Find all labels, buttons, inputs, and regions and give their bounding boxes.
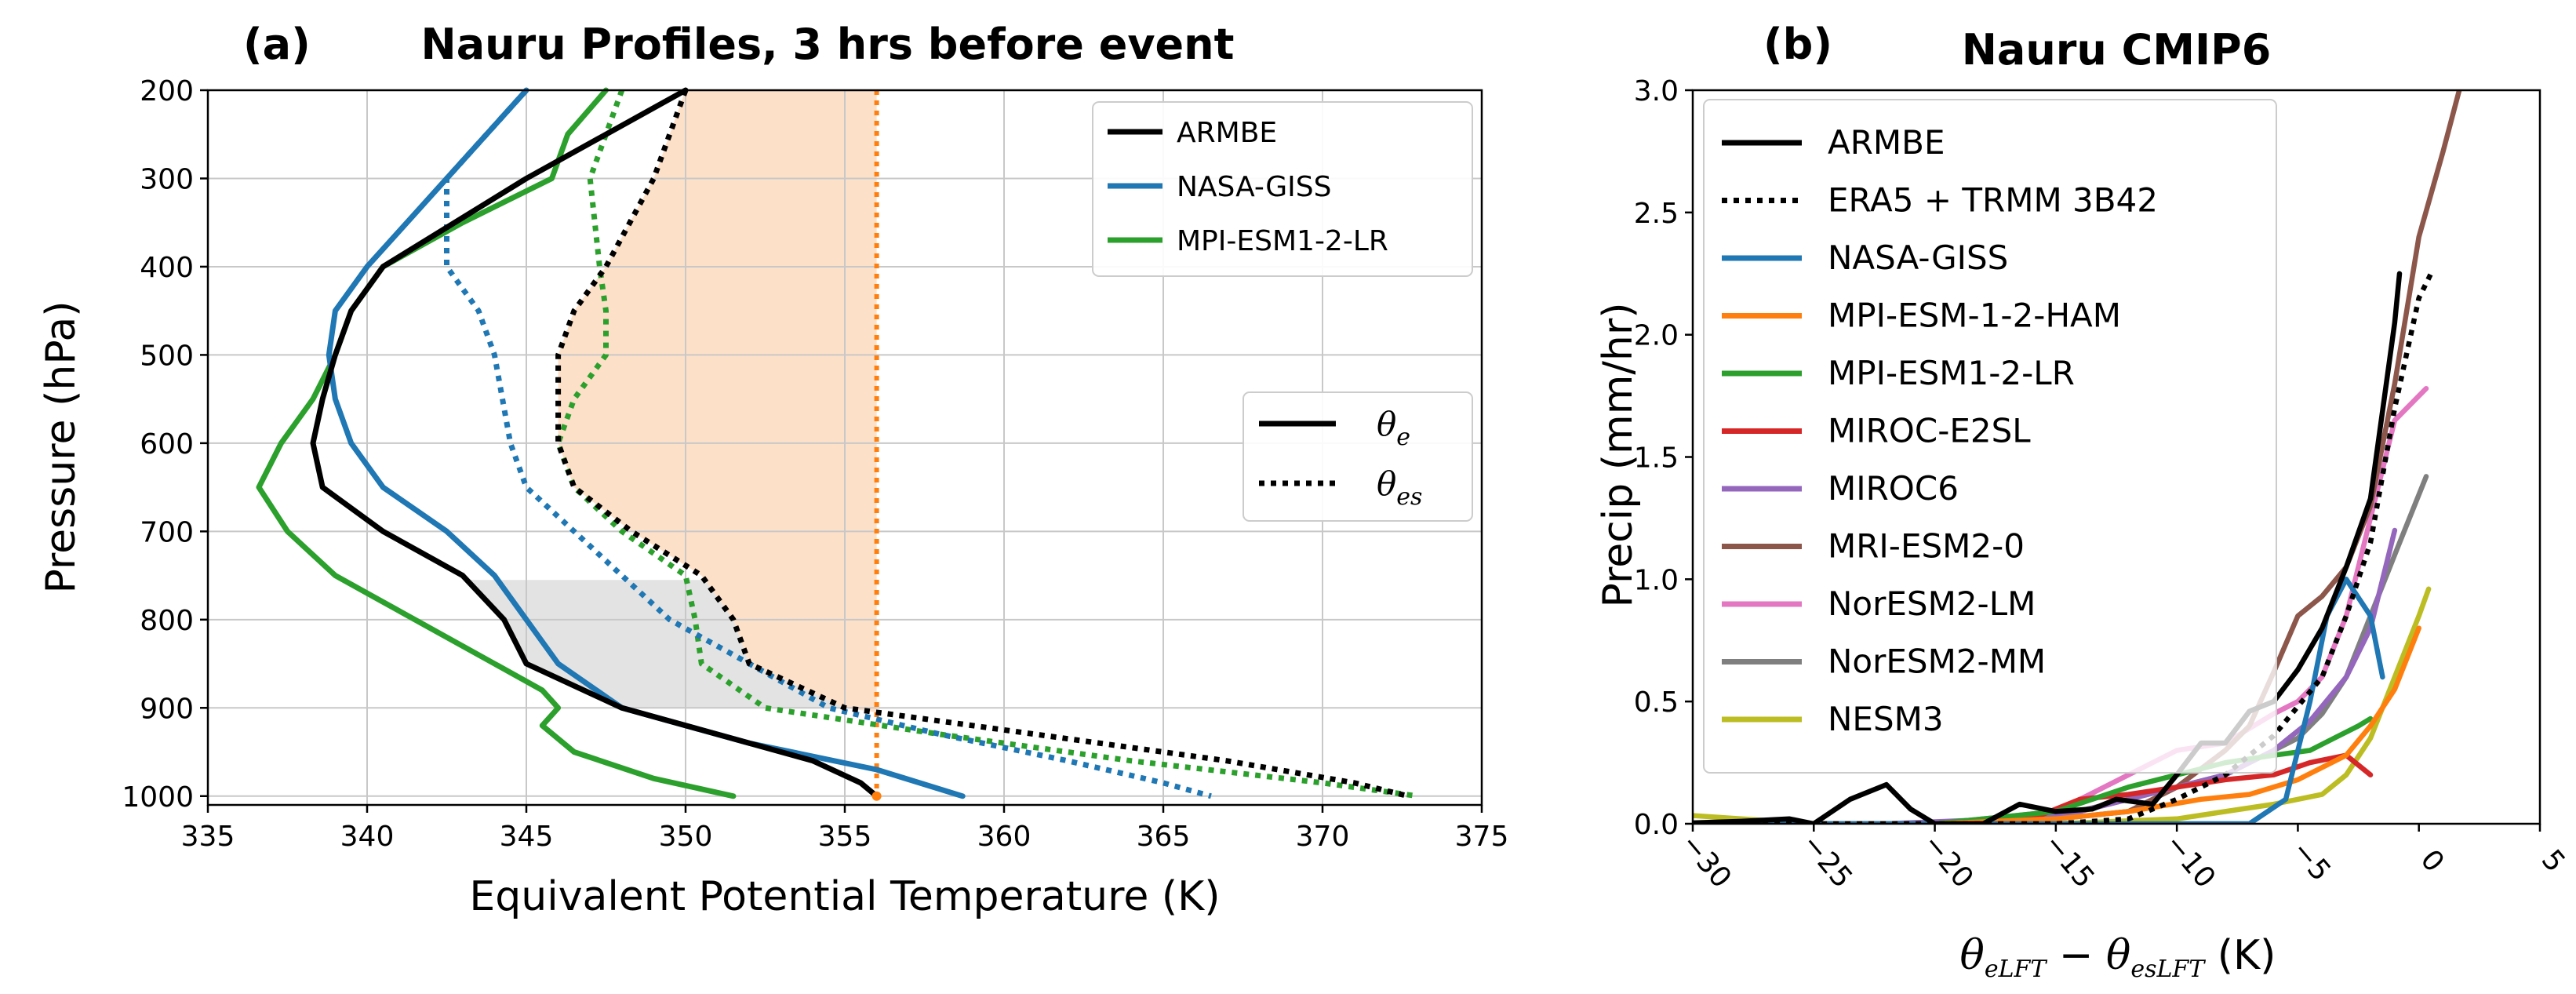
panel-b-legend: ARMBE ERA5 + TRMM 3B42 NASA-GISS MPI-ESM-1-… [1703, 99, 2277, 774]
panel-b-x-tick-label--25: −25 [1796, 828, 1858, 894]
series-b-mpi-esm-1-2-ham [1693, 625, 2421, 824]
panel-b-x-label: θeLFT − θesLFT (K) [1960, 932, 2276, 983]
panel-a-y-tick-label-900: 900 [140, 693, 194, 725]
panel-a-y-tick-label-800: 800 [140, 605, 194, 637]
legend-a-label-theta-e: θe [1377, 405, 1410, 451]
legend-b-label-miroc-e2sl: MIROC-E2SL [1828, 412, 2031, 450]
series-b-nesm3 [1693, 586, 2432, 824]
legend-a-label-mpi-esm1-2-lr: MPI-ESM1-2-LR [1177, 225, 1388, 257]
panel-a-y-ticks: 200 300 400 500 600 700 800 900 1000 [122, 75, 208, 814]
panel-a-y-tick-label-600: 600 [140, 428, 194, 461]
panel-a-legend-styles-box [1243, 391, 1473, 522]
panel-b-x-tick-label--20: −20 [1916, 828, 1979, 894]
panel-a-series [256, 87, 1419, 801]
panel-b-y-ticks: 0.0 0.5 1.0 1.5 2.0 2.5 3.0 [1634, 75, 1693, 841]
panel-a-x-tick-label-345: 345 [500, 821, 554, 853]
panel-b-tag: (b) [1763, 20, 1832, 69]
panel-a-y-tick-label-500: 500 [140, 340, 194, 372]
panel-a-title: Nauru Profiles, 3 hrs before event [421, 20, 1235, 69]
series-b-nasa-giss [1693, 577, 2385, 824]
series-a-armbe-theta-es [555, 89, 1410, 799]
panel-a-x-ticks: 335 340 345 350 355 360 365 370 375 [181, 805, 1509, 853]
panel-a-x-label: Equivalent Potential Temperature (K) [469, 873, 1220, 920]
series-b-armbe [1693, 271, 2403, 824]
panel-a-x-tick-label-350: 350 [659, 821, 713, 853]
legend-b-label-miroc6: MIROC6 [1828, 469, 1959, 508]
panel-b-x-tick-label--15: −15 [2038, 828, 2101, 894]
legend-b-label-mri-esm2-0: MRI-ESM2-0 [1828, 527, 2025, 566]
panel-b-y-tick-label-2: 2.0 [1634, 320, 1679, 352]
legend-b-label-mpi-esm-1-2-ham: MPI-ESM-1-2-HAM [1828, 297, 2121, 335]
legend-b-label-mpi-esm1-2-lr: MPI-ESM1-2-LR [1828, 354, 2075, 392]
panel-b-y-tick-label-2.5: 2.5 [1634, 198, 1679, 230]
series-a-nasa-giss-theta-es [444, 88, 1212, 799]
panel-a: 335 340 345 350 355 360 365 370 375 200 300 400 500… [38, 20, 1508, 920]
panel-b-y-tick-label-1.5: 1.5 [1634, 442, 1679, 475]
panel-a-legend-styles: θe θes [1243, 391, 1473, 522]
panel-a-y-tick-label-400: 400 [140, 252, 194, 284]
legend-a-label-theta-es: θes [1377, 464, 1422, 511]
panel-a-x-tick-label-370: 370 [1296, 821, 1350, 853]
panel-a-gray-region [467, 580, 845, 708]
panel-b-y-tick-label-1: 1.0 [1634, 564, 1679, 596]
legend-b-label-nesm3: NESM3 [1828, 700, 1944, 738]
legend-b-label-nasa-giss: NASA-GISS [1828, 238, 2008, 277]
panel-a-x-tick-label-355: 355 [818, 821, 872, 853]
panel-a-y-tick-label-700: 700 [140, 516, 194, 548]
panel-a-x-tick-label-365: 365 [1137, 821, 1191, 853]
legend-b-label-noresm2-mm: NorESM2-MM [1828, 643, 2046, 681]
panel-a-end-marker [871, 791, 882, 801]
series-a-mpi-esm1-2-lr-theta-e [256, 87, 737, 799]
panel-b-x-ticks: −30 −25 −20 −15 −10 −5 0 5 [1675, 824, 2571, 894]
panel-a-y-tick-label-200: 200 [140, 75, 194, 107]
panel-b-x-tick-label--5: −5 [2285, 835, 2337, 887]
panel-b-x-tick-label-5: 5 [2535, 844, 2571, 879]
legend-a-label-armbe: ARMBE [1177, 117, 1277, 149]
legend-a-label-nasa-giss: NASA-GISS [1177, 171, 1331, 203]
panel-b-title: Nauru CMIP6 [1962, 25, 2272, 75]
panel-a-legend-models-box [1092, 101, 1473, 277]
legend-b-label-armbe: ARMBE [1828, 123, 1945, 162]
panel-b-x-tick-label-0: 0 [2414, 844, 2450, 879]
panel-b: −30 −25 −20 −15 −10 −5 0 5 0.0 0.5 1.0 1.5 2.0 2.5 3.… [1595, 20, 2571, 983]
panel-a-x-tick-label-360: 360 [977, 821, 1031, 853]
panel-a-x-tick-label-375: 375 [1455, 821, 1509, 853]
series-a-armbe-theta-e [310, 87, 880, 799]
panel-b-y-tick-label-0.5: 0.5 [1634, 686, 1679, 719]
legend-b-label-noresm2-lm: NorESM2-LM [1828, 584, 2036, 623]
panel-b-y-tick-label-3: 3.0 [1634, 75, 1679, 107]
panel-a-y-label: Pressure (hPa) [38, 301, 85, 594]
panel-a-y-tick-label-300: 300 [140, 163, 194, 195]
panel-b-y-tick-label-0: 0.0 [1634, 809, 1679, 841]
panel-a-y-tick-label-1000: 1000 [122, 781, 194, 814]
legend-b-label-era5-trmm-3b42: ERA5 + TRMM 3B42 [1828, 181, 2158, 220]
panel-b-x-tick-label--10: −10 [2159, 828, 2221, 894]
panel-a-x-tick-label-335: 335 [181, 821, 235, 853]
panel-b-x-tick-label--30: −30 [1675, 828, 1737, 894]
panel-a-legend-models: ARMBE NASA-GISS MPI-ESM1-2-LR [1092, 101, 1473, 277]
panel-a-x-tick-label-340: 340 [340, 821, 395, 853]
panel-a-tag: (a) [243, 20, 311, 69]
panel-b-y-label: Precip (mm/hr) [1595, 303, 1642, 608]
panel-b-legend-box [1703, 99, 2277, 774]
series-a-mpi-esm1-2-lr-theta-es [555, 89, 1419, 799]
